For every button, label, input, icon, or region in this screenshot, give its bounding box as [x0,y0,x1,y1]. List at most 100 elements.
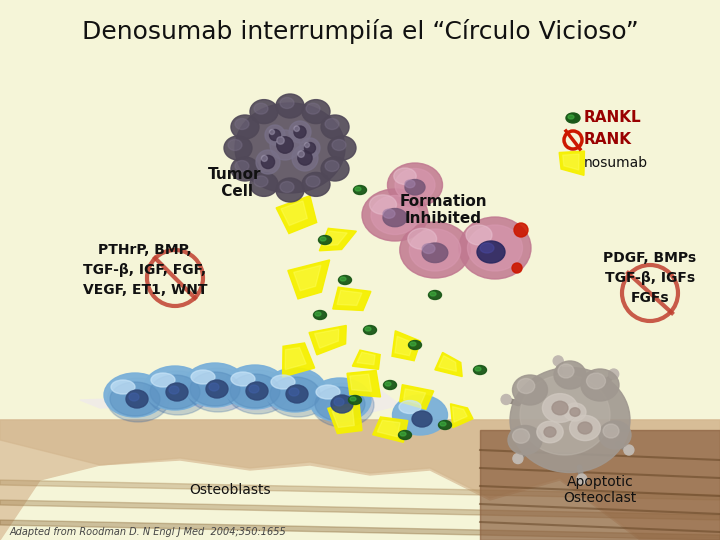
Ellipse shape [564,403,586,421]
Ellipse shape [325,118,339,130]
Ellipse shape [599,421,631,449]
Polygon shape [377,420,400,437]
Ellipse shape [328,136,356,160]
Ellipse shape [315,387,365,421]
Ellipse shape [184,363,246,407]
Polygon shape [0,420,720,538]
Text: Apoptotic
Osteoclast: Apoptotic Osteoclast [563,475,636,505]
Ellipse shape [428,291,441,300]
Ellipse shape [510,368,630,472]
Ellipse shape [276,94,304,118]
Text: PTHrP, BMP,
TGF-β, IGF, FGF,
VEGF, ET1, WNT: PTHrP, BMP, TGF-β, IGF, FGF, VEGF, ET1, … [83,244,207,296]
Ellipse shape [369,195,397,214]
Circle shape [305,143,315,153]
Ellipse shape [387,163,443,207]
Ellipse shape [306,103,320,114]
Ellipse shape [371,195,419,234]
Ellipse shape [235,118,249,130]
Ellipse shape [271,375,295,389]
Polygon shape [80,390,400,415]
Polygon shape [563,154,579,170]
Ellipse shape [231,115,259,139]
Polygon shape [288,260,330,299]
Ellipse shape [383,208,407,227]
Ellipse shape [466,225,492,245]
Ellipse shape [438,421,451,429]
Circle shape [298,151,312,165]
Ellipse shape [459,217,531,279]
Ellipse shape [474,366,487,375]
Ellipse shape [104,373,166,417]
Ellipse shape [224,365,286,409]
Polygon shape [315,329,338,348]
Ellipse shape [422,243,448,262]
Circle shape [289,121,311,143]
Polygon shape [309,326,346,355]
Circle shape [608,369,618,379]
Ellipse shape [392,395,448,435]
Circle shape [261,156,274,168]
Ellipse shape [394,168,416,185]
Polygon shape [0,500,720,520]
Ellipse shape [544,427,556,437]
Ellipse shape [603,424,619,438]
Ellipse shape [517,379,535,394]
Text: RANK: RANK [584,132,632,147]
Ellipse shape [190,372,240,406]
Ellipse shape [312,383,374,427]
Ellipse shape [235,103,345,193]
Ellipse shape [316,385,340,399]
Polygon shape [328,402,362,434]
Ellipse shape [147,371,209,415]
Polygon shape [332,407,354,428]
Polygon shape [373,417,408,442]
Ellipse shape [235,160,249,172]
Ellipse shape [570,415,600,441]
Circle shape [624,445,634,455]
Ellipse shape [520,375,610,455]
Circle shape [292,145,318,171]
Ellipse shape [289,388,299,396]
Polygon shape [285,348,306,370]
Ellipse shape [206,380,228,398]
Ellipse shape [264,368,326,412]
Circle shape [294,126,300,131]
Ellipse shape [408,228,436,249]
Ellipse shape [513,375,547,405]
Ellipse shape [552,401,568,415]
Circle shape [270,130,300,160]
Ellipse shape [587,373,606,389]
Ellipse shape [191,370,215,384]
Polygon shape [350,374,372,392]
Polygon shape [435,353,462,376]
Circle shape [553,356,563,366]
Ellipse shape [395,168,435,201]
Text: Denosumab interrumpiía el “Círculo Vicioso”: Denosumab interrumpiía el “Círculo Vicio… [81,19,639,44]
Circle shape [501,395,511,404]
Ellipse shape [309,378,371,422]
Polygon shape [452,407,467,422]
Polygon shape [0,520,720,540]
Ellipse shape [581,369,619,401]
Polygon shape [333,287,371,310]
Ellipse shape [350,397,356,401]
Polygon shape [404,389,426,405]
Ellipse shape [412,411,432,427]
Ellipse shape [187,368,249,412]
Ellipse shape [384,381,397,389]
Ellipse shape [348,395,361,404]
Text: PDGF, BMPs
TGF-β, IGFs
FGFs: PDGF, BMPs TGF-β, IGFs FGFs [603,252,696,305]
Ellipse shape [537,421,563,443]
Polygon shape [294,265,321,291]
Ellipse shape [313,310,326,320]
Polygon shape [400,384,433,409]
Ellipse shape [399,401,421,414]
Ellipse shape [302,172,330,197]
Ellipse shape [320,237,326,241]
Ellipse shape [408,341,421,349]
Ellipse shape [480,243,494,253]
Polygon shape [276,195,317,233]
Ellipse shape [467,225,523,271]
Polygon shape [357,352,375,365]
Ellipse shape [365,327,371,331]
